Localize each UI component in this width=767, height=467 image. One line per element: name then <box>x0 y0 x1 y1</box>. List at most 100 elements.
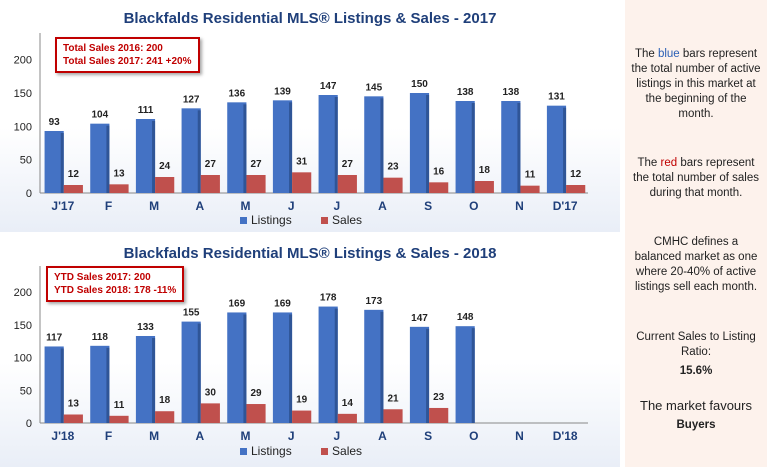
sales-data-label: 21 <box>387 393 399 404</box>
listings-bar <box>318 95 338 193</box>
chart-panel-2018: Blackfalds Residential MLS® Listings & S… <box>0 235 620 467</box>
listings-data-label: 147 <box>320 81 337 92</box>
listings-data-label: 139 <box>274 86 291 97</box>
sales-bar <box>337 175 357 193</box>
sales-bar <box>292 410 312 423</box>
cmhc-definition: CMHC defines a balanced market as one wh… <box>634 236 758 293</box>
sales-bar <box>429 407 449 423</box>
callout-line-2: YTD Sales 2018: 178 -11% <box>54 285 177 296</box>
sales-bar <box>429 182 449 193</box>
listings-bar-shade <box>289 102 293 193</box>
listings-bar <box>272 312 293 423</box>
listings-bar-shade <box>334 308 338 423</box>
legend-item-listings: Listings <box>240 444 292 458</box>
listings-data-label: 111 <box>138 105 154 116</box>
listings-bar-shade <box>152 337 156 423</box>
y-tick-label: 200 <box>14 55 32 67</box>
x-tick-label: J'18 <box>51 429 74 443</box>
listings-data-label: 145 <box>365 82 382 93</box>
listings-bar-shade <box>106 125 110 193</box>
y-tick-label: 0 <box>26 418 32 430</box>
chart-title-2018: Blackfalds Residential MLS® Listings & S… <box>123 245 497 262</box>
listings-bar-shade <box>243 104 247 193</box>
x-tick-label: D'18 <box>553 429 578 443</box>
listings-bar <box>272 100 293 193</box>
listings-bar-shade <box>197 323 201 423</box>
sales-bar <box>383 409 403 423</box>
y-tick-label: 200 <box>14 287 32 299</box>
listings-bar <box>546 105 567 193</box>
sales-data-label: 27 <box>205 159 217 170</box>
sales-bar <box>337 413 357 423</box>
x-tick-label: D'17 <box>553 199 578 213</box>
x-tick-label: O <box>469 429 478 443</box>
bar-chart-2018: 0 50 100 150 200 117 13 J'18 118 11 F 133 18 M 155 30 A 1… <box>14 266 588 443</box>
x-tick-label: O <box>469 199 478 213</box>
sales-data-label: 13 <box>113 168 125 179</box>
x-tick-label: M <box>149 429 159 443</box>
market-verdict: Buyers <box>676 419 716 431</box>
listings-bar-shade <box>517 103 521 193</box>
blue-word: blue <box>657 48 680 60</box>
red-word: red <box>660 157 678 169</box>
listings-bar <box>364 309 384 423</box>
legend-2017: Listings Sales <box>240 213 388 227</box>
listings-data-label: 173 <box>365 296 382 307</box>
listings-bar <box>44 346 64 423</box>
listings-bar <box>364 96 384 193</box>
x-tick-label: J <box>333 199 340 213</box>
x-tick-label: N <box>515 199 524 213</box>
listings-data-label: 133 <box>137 322 154 333</box>
listings-bar-shade <box>243 314 247 423</box>
listings-data-label: 104 <box>91 110 108 121</box>
chart-panel-2017: Blackfalds Residential MLS® Listings & S… <box>0 0 620 232</box>
legend-label-listings: Listings <box>251 213 292 227</box>
x-tick-label: J <box>288 429 295 443</box>
sales-bar <box>109 184 129 193</box>
sales-bar <box>566 185 586 193</box>
sales-bar <box>109 415 129 423</box>
y-tick-label: 0 <box>26 188 32 200</box>
sales-data-label: 12 <box>68 169 80 180</box>
x-tick-label: F <box>105 199 112 213</box>
chart-title-2017: Blackfalds Residential MLS® Listings & S… <box>123 10 497 27</box>
listings-bar <box>181 321 201 423</box>
legend-label-sales: Sales <box>332 213 363 227</box>
market-favours-label: The market favours <box>640 398 752 413</box>
sales-bar <box>474 181 494 193</box>
listings-data-label: 131 <box>548 92 565 103</box>
listings-bar-shade <box>380 311 384 423</box>
x-tick-label: S <box>424 429 432 443</box>
legend-item-listings: Listings <box>240 213 292 227</box>
sales-data-label: 12 <box>570 169 582 180</box>
sales-bar <box>246 404 266 423</box>
sales-data-label: 30 <box>205 387 217 398</box>
listings-bar-shade <box>289 314 293 423</box>
listings-bar-shade <box>563 107 567 193</box>
listings-data-label: 150 <box>411 79 428 90</box>
sales-data-label: 27 <box>250 159 262 170</box>
sales-callout-2017: Total Sales 2016: 200 Total Sales 2017: … <box>55 37 200 73</box>
listings-bar-shade <box>334 97 338 193</box>
listings-bar-shade <box>471 328 475 423</box>
sales-data-label: 29 <box>250 388 262 399</box>
x-tick-label: A <box>378 429 387 443</box>
x-tick-label: N <box>515 429 524 443</box>
listings-bar-shade <box>471 103 475 193</box>
listings-bar-shade <box>380 98 384 193</box>
x-tick-label: J <box>288 199 295 213</box>
x-tick-label: J'17 <box>51 199 74 213</box>
sales-data-label: 14 <box>342 398 354 409</box>
legend-item-sales: Sales <box>321 444 362 458</box>
ratio-label: Current Sales to Listing Ratio: <box>636 331 756 358</box>
callout-line-2: Total Sales 2017: 241 +20% <box>63 56 192 67</box>
sales-bar <box>520 185 540 193</box>
sales-data-label: 18 <box>159 395 171 406</box>
listings-data-label: 169 <box>274 298 291 309</box>
y-tick-label: 100 <box>14 353 32 365</box>
listings-bar <box>318 306 338 423</box>
sales-data-label: 18 <box>479 165 491 176</box>
x-tick-label: M <box>241 429 251 443</box>
listings-bar-shade <box>426 95 430 193</box>
listings-data-label: 138 <box>457 87 474 98</box>
